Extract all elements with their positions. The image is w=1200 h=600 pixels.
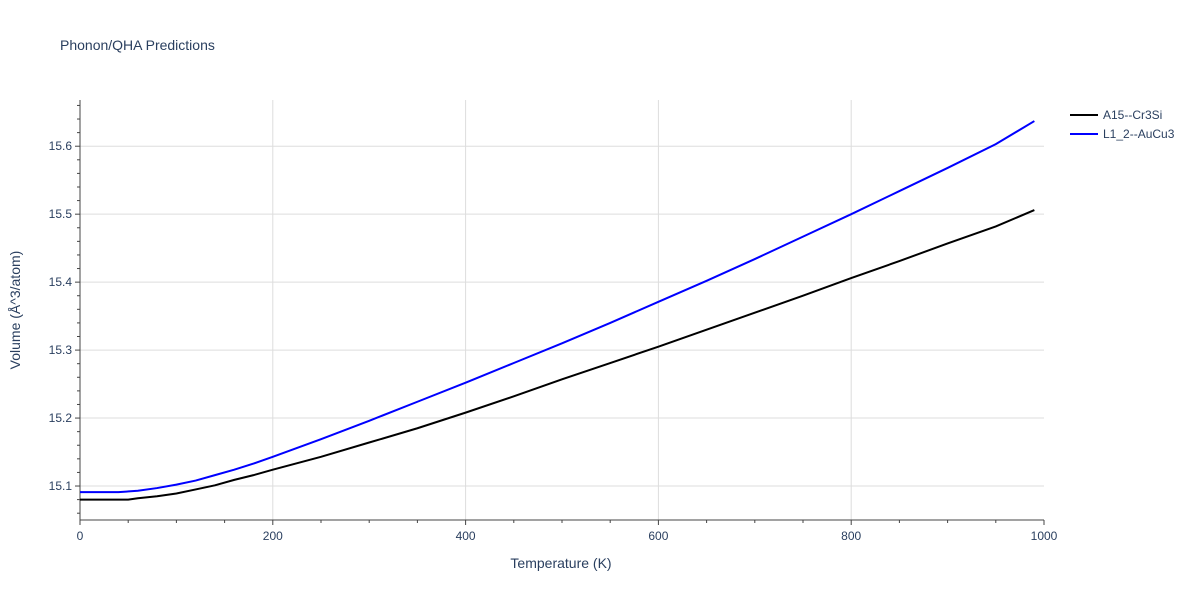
grid: [80, 100, 1044, 520]
x-tick-label: 400: [456, 529, 476, 543]
x-tick-label: 200: [263, 529, 283, 543]
y-tick-label: 15.6: [49, 139, 73, 153]
series-line-1: [80, 209, 1035, 501]
y-tick-label: 15.1: [49, 479, 73, 493]
legend-label: L1_2--AuCu3: [1103, 127, 1175, 141]
legend-item-2[interactable]: L1_2--AuCu3: [1070, 127, 1175, 141]
x-tick-label: 600: [648, 529, 668, 543]
y-tick-label: 15.3: [49, 343, 73, 357]
x-axis-title: Temperature (K): [510, 555, 611, 571]
axes: 0 200 400 600 800 1000 15.1 15.2 15.3 15.4 15.5 15.…: [49, 100, 1058, 543]
x-tick-label: 1000: [1031, 529, 1058, 543]
legend-label: A15--Cr3Si: [1103, 108, 1162, 122]
x-tick-label: 0: [77, 529, 84, 543]
legend-item-1[interactable]: A15--Cr3Si: [1070, 108, 1162, 122]
y-tick-label: 15.4: [49, 275, 73, 289]
y-tick-label: 15.5: [49, 207, 73, 221]
x-tick-label: 800: [841, 529, 861, 543]
series-line-2: [80, 120, 1035, 494]
legend[interactable]: A15--Cr3Si L1_2--AuCu3: [1070, 108, 1175, 141]
series-layer: [80, 120, 1035, 501]
chart-title: Phonon/QHA Predictions: [60, 37, 215, 53]
y-axis-title: Volume (Å^3/atom): [7, 251, 23, 370]
y-tick-label: 15.2: [49, 411, 73, 425]
